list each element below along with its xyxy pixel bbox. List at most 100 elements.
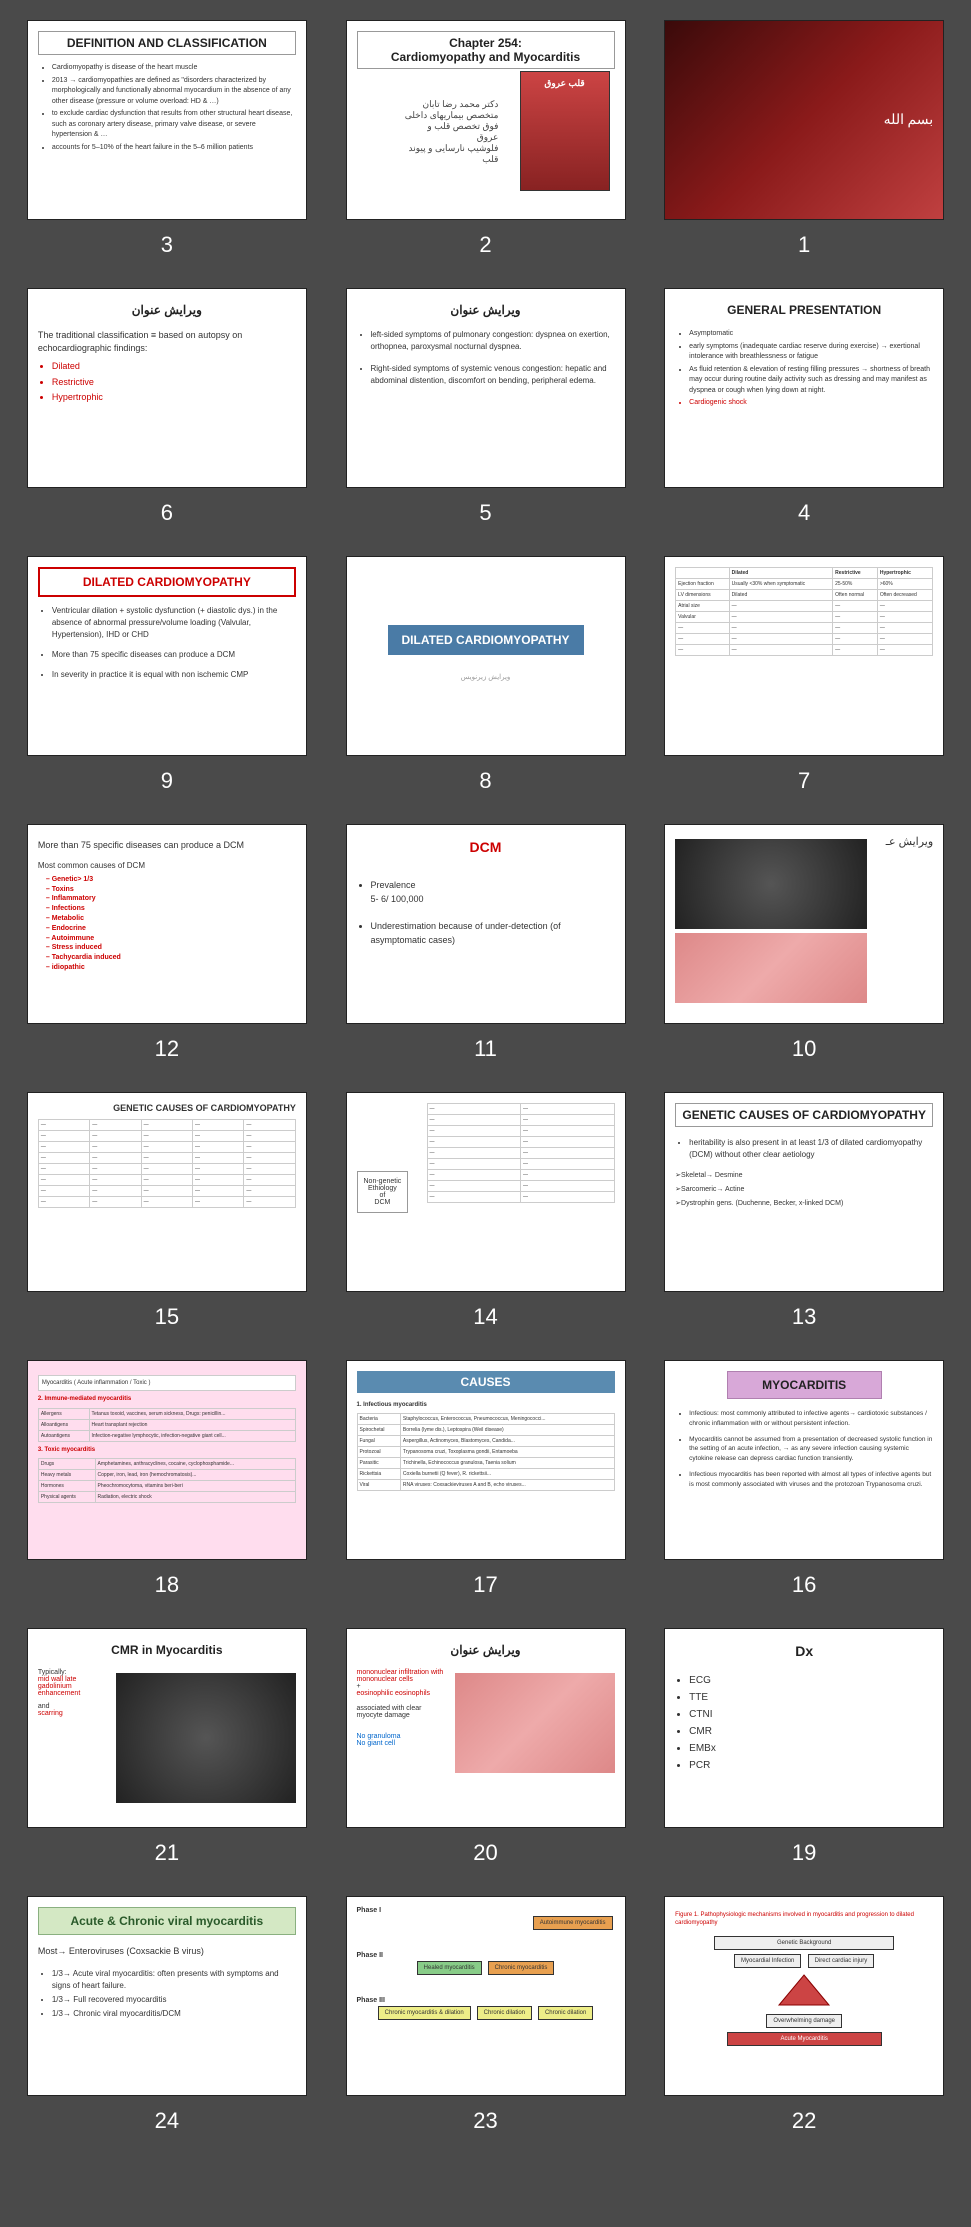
slide-cell[interactable]: ویرایش عنوان The traditional classificat… [20,288,314,526]
slide-number: 7 [798,768,810,794]
slide-thumb: ویرایش عـ [664,824,944,1024]
bullet: Cardiogenic shock [689,398,933,409]
slide-number: 16 [792,1572,816,1598]
slide-title: Acute & Chronic viral myocarditis [38,1907,296,1935]
item: Inflammatory [46,894,296,904]
slide-cell[interactable]: DILATED CARDIOMYOPATHY ویرایش زیرنویس 8 [339,556,633,794]
slide-thumb: Phase I Autoimmune myocarditis Phase II … [346,1896,626,2096]
item: idiopathic [46,963,296,973]
bullet: Cardiomyopathy is disease of the heart m… [52,63,296,74]
slide-number: 4 [798,500,810,526]
th: Hypertrophic [877,568,932,579]
bullet: Right-sided symptoms of systemic venous … [371,363,615,387]
slide-number: 1 [798,232,810,258]
bullet: Asymptomatic [689,329,933,340]
arabic-calligraphy: بسم الله [884,112,934,129]
item: Genetic> 1/3 [46,875,296,885]
slide-number: 23 [473,2108,497,2134]
slide-thumb: GENETIC CAUSES OF CARDIOMYOPATHY heritab… [664,1092,944,1292]
bullet-list: 1/3→ Acute viral myocarditis: often pres… [38,1968,296,2020]
slide-title: DILATED CARDIOMYOPATHY [38,567,296,597]
echo-image [675,839,867,929]
slide-number: 21 [155,1840,179,1866]
slide-cell[interactable]: Myocarditis ( Acute inflammation / Toxic… [20,1360,314,1598]
slide-title: CAUSES [357,1371,615,1393]
slide-cell[interactable]: DCM Prevalence 5- 6/ 100,000 Underestima… [339,824,633,1062]
slide-cell[interactable]: GENERAL PRESENTATION Asymptomatic early … [657,288,951,526]
slide-cell[interactable]: DEFINITION AND CLASSIFICATION Cardiomyop… [20,20,314,258]
slide-title-persian: ویرایش عنوان [357,299,615,321]
note: Typically: [38,1669,108,1676]
slide-number: 3 [161,232,173,258]
bullet-list: Dilated Restrictive Hypertrophic [38,360,296,405]
note: eosinophilic eosinophils [357,1690,447,1697]
slide-thumb: GENETIC CAUSES OF CARDIOMYOPATHY ————— —… [27,1092,307,1292]
slide-cell[interactable]: Dx ECG TTE CTNI CMR EMBx PCR 19 [657,1628,951,1866]
diagram-box: Healed myocarditis [417,1961,482,1975]
slide-title: Dx [675,1639,933,1663]
slide-title-persian: ویرایش عنوان [357,1639,615,1661]
slide-cell[interactable]: Acute & Chronic viral myocarditis Most→ … [20,1896,314,2134]
slide-number: 17 [473,1572,497,1598]
slide-cell[interactable]: GENETIC CAUSES OF CARDIOMYOPATHY heritab… [657,1092,951,1330]
slide-number: 5 [479,500,491,526]
author-persian: دکتر محمد رضا تابان متخصص بیماریهای داخل… [357,99,499,165]
lead-text: The traditional classification ≡ based o… [38,329,296,354]
phase-label: Phase II [357,1952,615,1959]
slide-cell[interactable]: Phase I Autoimmune myocarditis Phase II … [339,1896,633,2134]
bullet: left-sided symptoms of pulmonary congest… [371,329,615,353]
bullet: early symptoms (inadequate cardiac reser… [689,342,933,363]
note: associated with clear myocyte damage [357,1705,447,1719]
slide-cell[interactable]: MYOCARDITIS Infectious: most commonly at… [657,1360,951,1598]
bullet: accounts for 5–10% of the heart failure … [52,143,296,154]
slide-cell[interactable]: GENETIC CAUSES OF CARDIOMYOPATHY ————— —… [20,1092,314,1330]
diagram-box: Genetic Background [714,1936,895,1950]
note: mononuclear infiltration with mononuclea… [357,1669,447,1683]
slide-cell[interactable]: CMR in Myocarditis Typically: mid wall l… [20,1628,314,1866]
slide-title: GENERAL PRESENTATION [675,299,933,321]
slide-cell[interactable]: Figure 1. Pathophysiologic mechanisms in… [657,1896,951,2134]
bullet: Infectious: most commonly attributed to … [689,1409,933,1429]
slide-thumb: DilatedRestrictiveHypertrophic Ejection … [664,556,944,756]
subtitle-persian: ویرایش زیرنویس [461,673,511,683]
book-label: قلب عروق [527,78,603,89]
diagram-box: Chronic dilation [477,2006,532,2020]
toxic-table: DrugsAmphetamines, anthracyclines, cocai… [38,1458,296,1503]
item: Infections [46,904,296,914]
slide-number: 11 [474,1036,497,1062]
bullet: Dilated [52,360,296,374]
bullet-list: Prevalence 5- 6/ 100,000 Underestimation… [357,879,615,947]
slide-cell[interactable]: More than 75 specific diseases can produ… [20,824,314,1062]
note: scarring [38,1710,108,1717]
slide-title-persian: ویرایش عنوان [38,299,296,321]
slide-cell[interactable]: ویرایش عنوان mononuclear infiltration wi… [339,1628,633,1866]
slide-cell[interactable]: Non-genetic Ethiology of DCM —————— ————… [339,1092,633,1330]
bullet: TTE [689,1690,933,1705]
slide-cell[interactable]: DilatedRestrictiveHypertrophic Ejection … [657,556,951,794]
slide-cell[interactable]: بسم الله 1 [657,20,951,258]
slide-cell[interactable]: ویرایش عنوان left-sided symptoms of pulm… [339,288,633,526]
th: Restrictive [833,568,878,579]
item: Stress induced [46,943,296,953]
slide-cell[interactable]: CAUSES 1. Infectious myocarditis Bacteri… [339,1360,633,1598]
genetic-table: ————— ————— ————— ————— ————— ————— ————… [38,1119,296,1208]
slide-thumb: بسم الله [664,20,944,220]
slide-thumb: Acute & Chronic viral myocarditis Most→ … [27,1896,307,2096]
bullet: Prevalence 5- 6/ 100,000 [371,879,615,906]
slide-cell[interactable]: Chapter 254: Cardiomyopathy and Myocardi… [339,20,633,258]
non-genetic-box: Non-genetic Ethiology of DCM [357,1171,409,1213]
slide-number: 12 [155,1036,179,1062]
slide-grid: بسم الله 1 Chapter 254: Cardiomyopathy a… [20,20,951,2134]
slide-thumb: DCM Prevalence 5- 6/ 100,000 Underestima… [346,824,626,1024]
slide-number: 14 [473,1304,497,1330]
slide-title: GENETIC CAUSES OF CARDIOMYOPATHY [38,1103,296,1113]
lead-text: More than 75 specific diseases can produ… [38,839,296,852]
slide-cell[interactable]: ویرایش عـ 10 [657,824,951,1062]
classification-table: DilatedRestrictiveHypertrophic Ejection … [675,567,933,656]
slide-cell[interactable]: DILATED CARDIOMYOPATHY Ventricular dilat… [20,556,314,794]
slide-title: DEFINITION AND CLASSIFICATION [38,31,296,55]
slide-thumb: MYOCARDITIS Infectious: most commonly at… [664,1360,944,1560]
slide-thumb: DEFINITION AND CLASSIFICATION Cardiomyop… [27,20,307,220]
slide-thumb: More than 75 specific diseases can produ… [27,824,307,1024]
slide-number: 20 [473,1840,497,1866]
